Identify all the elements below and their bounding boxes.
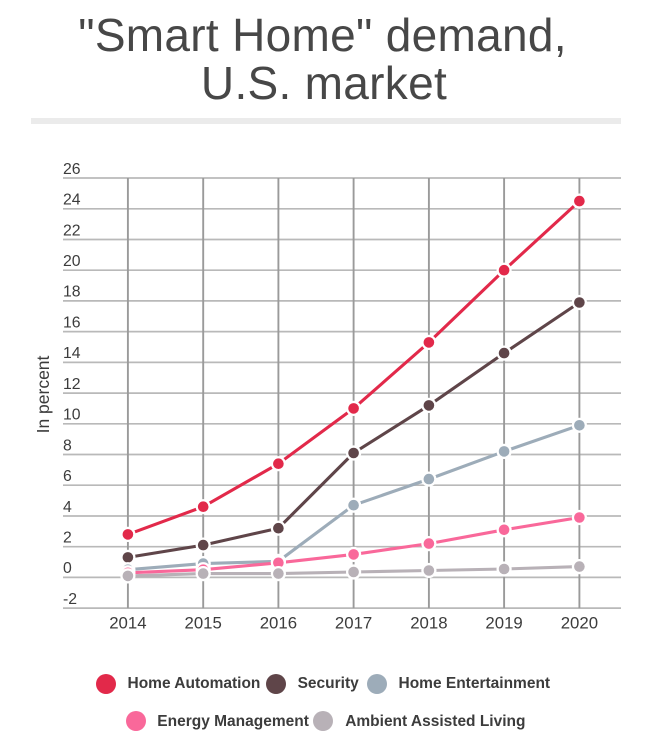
svg-text:22: 22 [63, 222, 81, 239]
svg-text:2016: 2016 [260, 614, 297, 633]
svg-text:0: 0 [63, 560, 72, 577]
svg-text:26: 26 [63, 161, 81, 178]
svg-text:6: 6 [63, 468, 72, 485]
svg-text:20: 20 [63, 253, 81, 270]
svg-text:14: 14 [63, 345, 81, 362]
svg-text:2017: 2017 [335, 614, 372, 633]
svg-text:2020: 2020 [561, 614, 598, 633]
svg-text:2014: 2014 [109, 614, 146, 633]
svg-text:4: 4 [63, 499, 72, 516]
svg-text:2015: 2015 [185, 614, 222, 633]
svg-text:24: 24 [63, 192, 81, 209]
svg-text:In percent: In percent [33, 355, 53, 433]
svg-text:10: 10 [63, 407, 81, 424]
svg-text:8: 8 [63, 437, 72, 454]
svg-text:2018: 2018 [410, 614, 447, 633]
svg-text:18: 18 [63, 284, 81, 301]
svg-text:16: 16 [63, 314, 81, 331]
svg-text:2019: 2019 [485, 614, 522, 633]
svg-text:2: 2 [63, 530, 72, 547]
svg-text:-2: -2 [63, 591, 77, 608]
svg-text:12: 12 [63, 376, 81, 393]
